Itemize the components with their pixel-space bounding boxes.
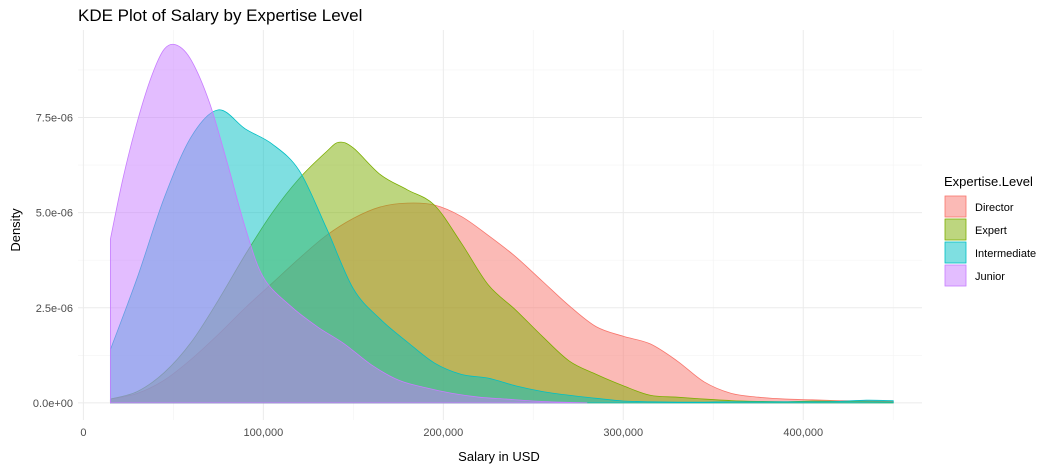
chart-title: KDE Plot of Salary by Expertise Level <box>78 6 362 25</box>
y-tick-label: 5.0e-06 <box>36 208 73 220</box>
y-tick-label: 0.0e+00 <box>33 398 73 410</box>
legend-label-junior: Junior <box>975 271 1005 283</box>
legend-key-junior <box>944 264 967 287</box>
legend-key-intermediate <box>944 241 967 264</box>
y-axis-ticks: 0.0e+00 2.5e-06 5.0e-06 7.5e-06 <box>33 113 73 410</box>
legend-title: Expertise.Level <box>944 174 1033 189</box>
x-axis-title: Salary in USD <box>458 449 540 464</box>
legend-label-intermediate: Intermediate <box>975 248 1036 260</box>
x-axis-ticks: 0 100,000 200,000 300,000 400,000 <box>80 427 823 439</box>
y-tick-label: 7.5e-06 <box>36 113 73 125</box>
legend-key-director <box>944 195 967 218</box>
density-area-junior <box>109 43 588 404</box>
x-tick-label: 300,000 <box>603 427 643 439</box>
y-axis-title: Density <box>8 208 23 252</box>
density-areas <box>109 43 894 404</box>
legend-key-expert <box>944 218 967 241</box>
x-tick-label: 0 <box>80 427 86 439</box>
y-tick-label: 2.5e-06 <box>36 303 73 315</box>
x-tick-label: 100,000 <box>243 427 283 439</box>
x-tick-label: 400,000 <box>783 427 823 439</box>
x-tick-label: 200,000 <box>423 427 463 439</box>
legend-label-director: Director <box>975 202 1014 214</box>
legend-label-expert: Expert <box>975 225 1007 237</box>
legend: Expertise.Level Director Expert Intermedia… <box>944 174 1036 287</box>
